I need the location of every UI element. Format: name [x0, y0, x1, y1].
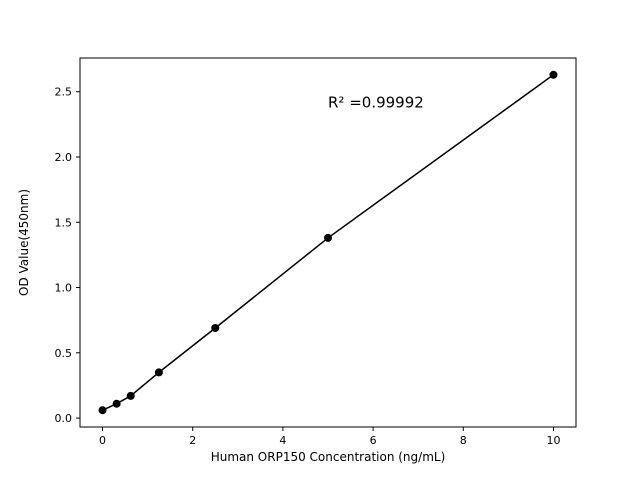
fit-line: [102, 74, 554, 411]
x-tick-label: 10: [546, 434, 560, 447]
plot-frame: [79, 57, 577, 428]
x-tick-label: 8: [460, 434, 467, 447]
y-tick-label: 1.5: [55, 216, 73, 229]
r-squared-annotation: R² =0.99992: [328, 93, 424, 111]
y-tick-label: 0.5: [55, 347, 73, 360]
y-axis-label: OD Value(450nm): [17, 189, 31, 296]
data-point: [324, 233, 332, 242]
x-tick-label: 2: [189, 434, 196, 447]
y-tick-label: 2.5: [55, 86, 73, 99]
y-tick-label: 2.0: [55, 151, 73, 164]
data-point: [112, 399, 121, 408]
y-tick-label: 0.0: [55, 412, 73, 425]
data-point: [211, 323, 220, 332]
x-tick-label: 0: [99, 434, 106, 447]
x-tick-label: 4: [279, 434, 286, 447]
plot-area: 0 2 4 6 8 10 0.0 0.5 1.0 1.5 2.0 2.5: [55, 57, 577, 447]
data-point: [126, 391, 135, 400]
data-point: [549, 70, 558, 79]
data-point: [154, 368, 163, 377]
x-tick-label: 6: [370, 434, 377, 447]
data-point: [98, 406, 107, 415]
x-axis-label: Human ORP150 Concentration (ng/mL): [211, 450, 446, 464]
y-tick-label: 1.0: [55, 282, 73, 295]
